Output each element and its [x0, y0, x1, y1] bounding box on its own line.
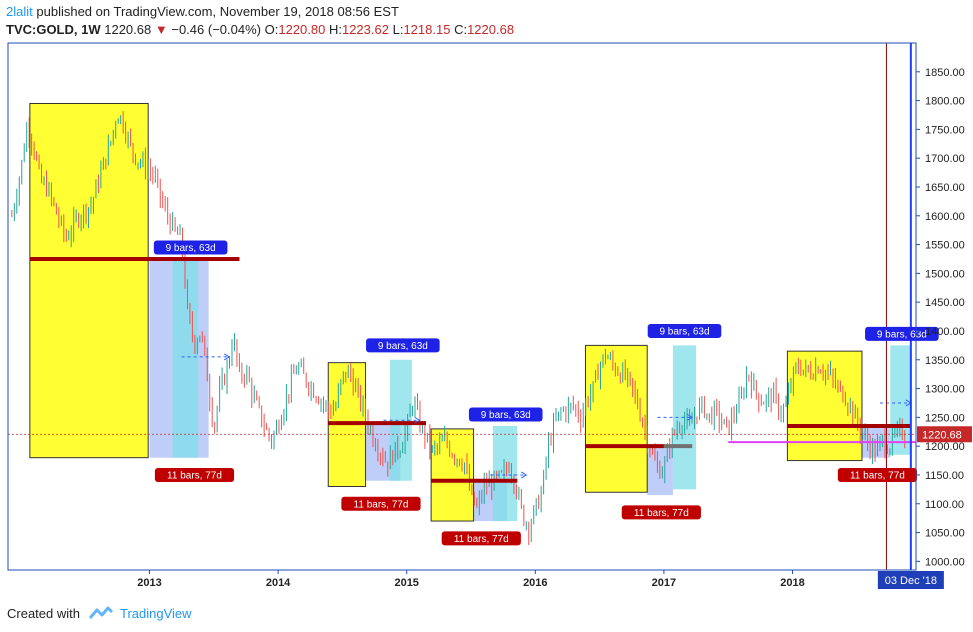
bars-77d-label-bg [837, 467, 918, 482]
plot-frame [7, 42, 917, 571]
chart-header: 2lalit published on TradingView.com, Nov… [6, 3, 514, 39]
bars-63d-label-bg [153, 240, 228, 255]
labels-layer: 9 bars, 63d 9 bars, 63d 9 bars, 63d 9 bars,… [153, 240, 939, 546]
bars-63d-label-bg [366, 338, 440, 353]
y-tick-label: 1150.00 [925, 470, 964, 482]
bars-77d-label: 11 bars, 77d [167, 470, 222, 481]
x-tick-label: 2015 [394, 577, 418, 589]
projection-arrow-icon [686, 413, 694, 421]
y-tick-label: 1450.00 [925, 297, 965, 309]
cursor-date-tag: 03 Dec '18 [885, 575, 937, 587]
bars-77d-label: 11 bars, 77d [634, 508, 689, 519]
axes-layer: 1850.00 1800.00 1750.00 1700.00 1650.00 1600.… [7, 42, 972, 589]
x-tick-label: 2017 [652, 577, 676, 589]
cyan-zone [172, 258, 199, 458]
y-tick-label: 1250.00 [925, 412, 965, 424]
symbol-label: TVC:GOLD, 1W [6, 22, 101, 37]
tradingview-logo-icon [88, 606, 114, 619]
low-label: L: [392, 22, 404, 37]
bars-63d-label-bg [647, 323, 722, 338]
tradingview-brand[interactable]: TradingView [119, 605, 192, 621]
bars-63d-label-bg [468, 407, 543, 422]
zones-layer [29, 102, 911, 522]
high-value: 1223.62 [341, 22, 389, 37]
y-tick-label: 1000.00 [925, 556, 965, 568]
bars-63d-label: 9 bars, 63d [166, 243, 216, 254]
close-value: 1220.68 [467, 22, 515, 37]
x-tick-label: 2014 [266, 577, 291, 589]
open-label: O: [264, 22, 279, 37]
y-tick-label: 1200.00 [925, 441, 965, 453]
cursor-date-tag-bg [877, 571, 944, 589]
published-text: published on TradingView.com, November 1… [36, 4, 399, 19]
y-tick-label: 1700.00 [925, 153, 965, 165]
y-tick-label: 1350.00 [925, 355, 965, 367]
bars-77d-label: 11 bars, 77d [850, 470, 905, 481]
change-value: −0.46 (−0.04%) [171, 22, 261, 37]
bars-63d-label: 9 bars, 63d [378, 341, 428, 352]
last-price-tag-bg [917, 426, 972, 443]
x-tick-label: 2013 [137, 577, 161, 589]
y-tick-label: 1300.00 [925, 384, 965, 396]
bars-63d-label: 9 bars, 63d [481, 410, 531, 421]
price-chart[interactable]: 9 bars, 63d 9 bars, 63d 9 bars, 63d 9 bars,… [0, 0, 973, 600]
y-tick-label: 1750.00 [925, 124, 965, 136]
y-tick-label: 1850.00 [925, 67, 965, 79]
footer: Created with TradingView [7, 605, 192, 621]
projection-arrow-icon [414, 416, 421, 424]
created-with-text: Created with [7, 605, 80, 621]
bars-77d-label-bg [441, 531, 521, 546]
y-tick-label: 1550.00 [925, 240, 965, 252]
yellow-zone [430, 428, 475, 522]
bars-63d-label-bg [865, 326, 939, 341]
last-price-tag: 1220.68 [922, 429, 962, 441]
y-tick-label: 1400.00 [925, 326, 965, 338]
low-value: 1218.15 [403, 22, 451, 37]
cyan-zone [890, 345, 911, 455]
down-arrow-icon: ▼ [154, 22, 168, 37]
y-tick-label: 1050.00 [925, 528, 965, 540]
x-tick-label: 2018 [780, 577, 804, 589]
bars-77d-label-bg [341, 496, 421, 511]
y-tick-label: 1100.00 [925, 499, 964, 511]
levels-layer [8, 43, 916, 570]
yellow-zone [584, 344, 648, 493]
candles-layer [11, 111, 906, 546]
y-tick-label: 1650.00 [925, 182, 965, 194]
open-value: 1220.80 [278, 22, 326, 37]
ohlc-line: TVC:GOLD, 1W 1220.68 ▼ −0.46 (−0.04%) O:… [6, 21, 514, 39]
bars-77d-label-bg [621, 505, 701, 520]
projection-arrow-icon [521, 471, 528, 479]
author-link[interactable]: 2lalit [6, 4, 33, 19]
bars-77d-label: 11 bars, 77d [454, 534, 509, 545]
y-tick-label: 1500.00 [925, 268, 965, 280]
bars-77d-label: 11 bars, 77d [354, 499, 409, 510]
bars-63d-label: 9 bars, 63d [877, 329, 927, 340]
y-tick-label: 1600.00 [925, 211, 965, 223]
close-label: C: [454, 22, 468, 37]
yellow-zone [29, 102, 149, 459]
publish-line: 2lalit published on TradingView.com, Nov… [6, 3, 514, 21]
projection-arrow-icon [223, 353, 231, 361]
bars-77d-label-bg [154, 467, 235, 482]
bars-63d-label: 9 bars, 63d [659, 326, 709, 337]
y-tick-label: 1800.00 [925, 96, 965, 108]
x-tick-label: 2016 [523, 577, 547, 589]
last-price: 1220.68 [104, 22, 152, 37]
high-label: H: [328, 22, 342, 37]
